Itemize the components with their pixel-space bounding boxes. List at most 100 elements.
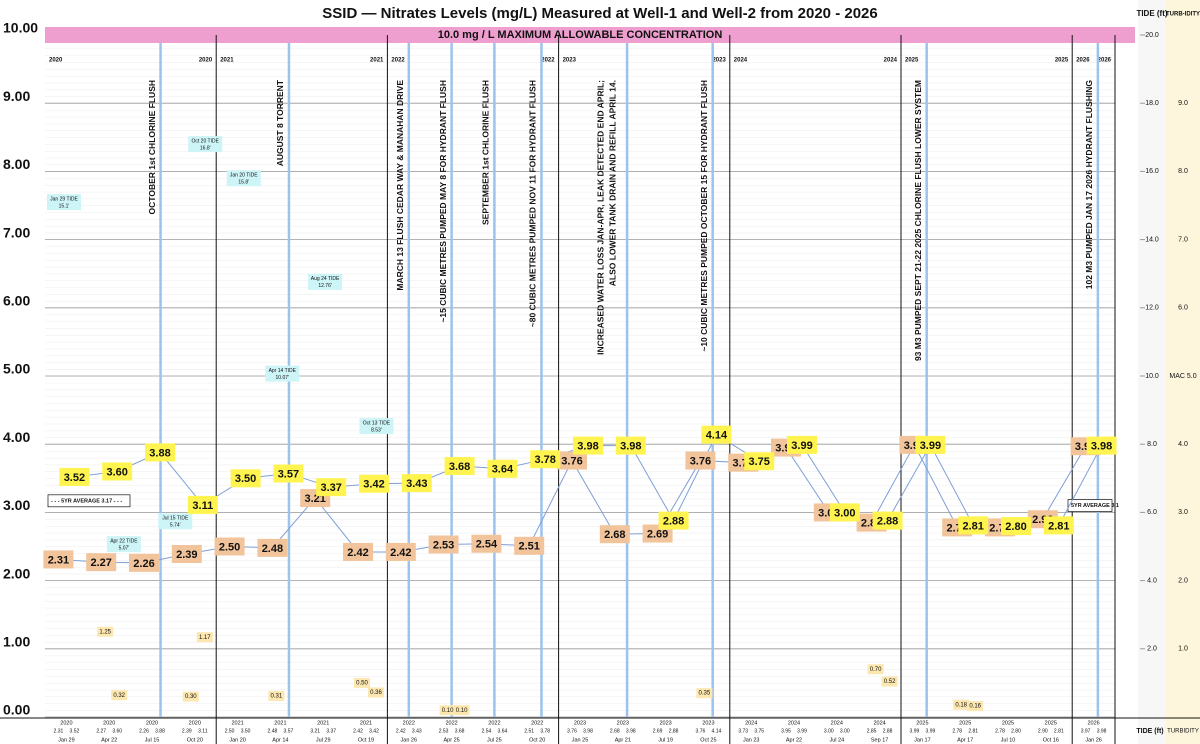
tide-column — [1138, 0, 1165, 744]
value-label: 3.98 — [620, 440, 641, 452]
average-label: - - - 5YR AVERAGE 3.17 - - - — [51, 498, 122, 504]
value-box — [385, 542, 416, 561]
value-box — [615, 436, 646, 455]
y2-tick-label: 14.0 — [1145, 236, 1159, 243]
y2-tick-label: 8.0 — [1147, 441, 1157, 448]
turbidity-box — [97, 626, 114, 637]
x-year: 2026 — [1087, 720, 1099, 726]
bottom-value: 4.14 — [712, 728, 722, 734]
value-label: 2.51 — [518, 541, 539, 553]
value-box — [599, 525, 630, 544]
x-tick-label: Jan 26 — [401, 737, 418, 743]
turbidity-label: 1.25 — [99, 629, 111, 635]
x-year: 2020 — [103, 720, 115, 726]
x-tick-label: Jul 29 — [316, 737, 331, 743]
x-tick-label: Jan 29 — [58, 737, 75, 743]
bottom-value: 2.69 — [653, 728, 663, 734]
y2-tick-label: 10.0 — [1145, 373, 1159, 380]
bottom-value: 3.57 — [284, 728, 294, 734]
x-year: 2022 — [403, 720, 415, 726]
value-label: 3.42 — [363, 479, 384, 491]
turbidity-label: 0.70 — [870, 667, 882, 673]
value-box — [557, 451, 587, 470]
turbidity-label: 0.50 — [356, 680, 368, 686]
value-label: 3.98 — [577, 440, 598, 452]
x-tick-label: Oct 20 — [187, 737, 203, 743]
value-label: 3.88 — [149, 447, 170, 459]
turbidity-label: 0.32 — [113, 693, 125, 699]
year-label: 2021 — [370, 58, 384, 64]
tide-note-label: Aug 24 TIDE — [311, 276, 340, 282]
annotation: OCTOBER 1st CHLORINE FLUSH — [147, 80, 157, 214]
bottom-value: 2.85 — [867, 728, 877, 734]
year-label: 2023 — [712, 58, 726, 64]
x-year: 2020 — [60, 720, 72, 726]
average-box — [1067, 499, 1113, 512]
y2-tick-label: 6.0 — [1147, 509, 1157, 516]
turbidity-label: 0.31 — [271, 693, 283, 699]
bottom-value: 3.75 — [754, 728, 764, 734]
x-year: 2024 — [831, 720, 843, 726]
x-tick-label: Jul 25 — [487, 737, 502, 743]
value-label: 2.81 — [1048, 520, 1069, 532]
chart-title: SSID — Nitrates Levels (mg/L) Measured a… — [322, 5, 877, 22]
x-tick-label: Jul 19 — [658, 737, 673, 743]
x-tick-label: Jan 17 — [914, 737, 931, 743]
y-tick-label: 10.00 — [3, 20, 38, 36]
turbidity-box — [268, 690, 285, 701]
turbidity-box — [354, 677, 370, 688]
y2-tick-label: 20.0 — [1145, 32, 1159, 39]
bottom-value: 3.98 — [583, 728, 593, 734]
value-box — [1043, 516, 1074, 535]
y3-label: TURB-IDITY — [1166, 12, 1200, 18]
value-box — [230, 469, 261, 488]
bottom-value: 2.68 — [610, 728, 620, 734]
turbidity-box — [953, 699, 970, 710]
x-tick-label: Apr 21 — [615, 737, 631, 743]
value-box — [428, 535, 459, 554]
bottom-value: 3.11 — [198, 728, 208, 734]
turbidity-column — [1165, 0, 1200, 744]
bottom-value: 3.98 — [626, 728, 636, 734]
value-box — [43, 550, 74, 569]
turbidity-box — [368, 687, 384, 698]
year-label: 2026 — [1098, 58, 1112, 64]
x-year: 2023 — [574, 720, 586, 726]
annotation: INCREASED WATER LOSS JAN-APR, LEAK DETEC… — [595, 80, 605, 355]
value-box — [444, 457, 475, 476]
y-tick-label: 4.00 — [3, 429, 30, 445]
limit-label: 10.0 mg / L MAXIMUM ALLOWABLE CONCENTRAT… — [438, 29, 723, 41]
value-label: 3.11 — [192, 500, 213, 512]
value-label: 3.78 — [534, 454, 555, 466]
value-box — [658, 511, 689, 530]
tide-note-label: Jan 29 TIDE — [50, 196, 78, 202]
year-label: 2026 — [1076, 58, 1090, 64]
tide-note-value: 5.07' — [119, 545, 130, 551]
y3-tick-label: 1.0 — [1178, 646, 1188, 653]
value-box — [872, 511, 903, 530]
tide-note — [188, 136, 223, 153]
x-year: 2023 — [702, 720, 714, 726]
y-tick-label: 9.00 — [3, 88, 30, 104]
x-year: 2025 — [916, 720, 928, 726]
value-box — [744, 452, 775, 471]
value-box — [471, 534, 502, 553]
x-tick-label: Jan 25 — [572, 737, 589, 743]
tide-note-value: 5.74' — [170, 523, 181, 529]
bottom-value: 3.99 — [797, 728, 807, 734]
value-label: 2.39 — [176, 549, 197, 561]
bottom-value: 3.98 — [1097, 728, 1107, 734]
bottom-value: 2.80 — [1011, 728, 1021, 734]
annotation: SEPTEMBER 1st CHLORINE FLUSH — [481, 80, 491, 225]
turbidity-box — [111, 690, 128, 701]
year-label: 2025 — [1055, 58, 1069, 64]
tide-note — [308, 273, 343, 290]
turbidity-label: 0.10 — [456, 708, 468, 714]
tide-note-value: 16.8' — [200, 145, 211, 151]
value-box — [514, 536, 545, 555]
value-box — [343, 542, 373, 561]
value-label: 3.43 — [406, 478, 427, 490]
x-year: 2025 — [1002, 720, 1014, 726]
value-box — [86, 553, 117, 572]
bottom-value: 2.42 — [396, 728, 406, 734]
